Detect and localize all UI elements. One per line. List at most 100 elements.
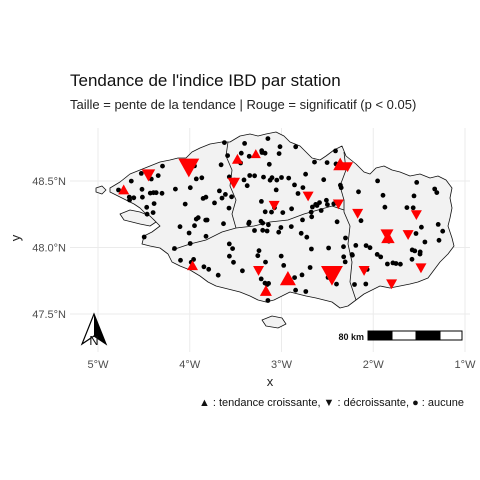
station-dot [334,219,340,225]
station-dot [241,177,247,183]
station-dot [215,272,221,278]
map-title: Tendance de l'indice IBD par station [70,71,341,90]
station-dot [203,194,209,200]
station-triangle-down [342,162,354,173]
axis-ticks: 5°W 4°W 3°W 2°W 1°W 48.5°N 48.0°N 47.5°N [32,176,476,371]
station-triangle-down [227,177,241,189]
y-tick-label: 48.0°N [32,243,66,255]
station-dot [246,153,252,159]
region-polygons [95,131,455,329]
station-dot [295,191,301,196]
scale-segment-1 [367,330,393,341]
station-dot [321,177,327,183]
station-dot [150,210,156,216]
station-dot [300,185,306,191]
station-dot [385,261,390,267]
station-dot [231,259,236,265]
station-dot [266,222,271,228]
station-dot [343,235,348,241]
station-dot [242,141,248,146]
station-dot [206,266,212,272]
region-ouessant [95,185,107,195]
station-dot [289,206,294,212]
station-dot [212,200,217,206]
station-dot [260,227,266,233]
station-dot [363,243,369,249]
station-dot [267,177,273,183]
station-dot [414,180,420,185]
station-triangle-down [386,279,398,290]
station-dot [309,214,315,220]
station-dot [363,281,369,287]
region-belle-ile [261,315,287,329]
station-dot [259,199,264,204]
station-triangle-down [402,230,414,240]
station-dot [262,209,268,215]
station-dot [307,265,313,270]
station-dot [334,281,339,287]
station-dot [252,228,257,233]
station-dot [432,186,438,192]
station-dot [375,178,380,184]
station-dot [247,173,253,178]
station-dot [278,253,284,259]
station-dot [141,234,147,240]
station-dot [144,211,150,217]
station-dot [193,216,199,222]
station-dot [324,160,330,166]
station-dot [217,188,222,194]
station-dot [299,272,305,278]
station-dot [238,150,244,156]
station-dot [258,218,264,224]
station-dot [222,140,227,146]
station-dot [186,230,192,236]
scale-segment-3 [415,330,441,341]
station-dot [230,246,236,252]
station-dot [278,225,284,230]
scale-segment-4 [439,330,463,341]
scale-bar-label: 80 km [338,332,364,342]
station-triangle-down [352,208,364,219]
station-dot [367,245,373,251]
y-axis-title: y [8,234,23,241]
station-dot [325,202,330,208]
station-dot [203,233,209,239]
station-dot [341,254,347,260]
station-dot [192,223,197,229]
station-triangle-up [381,231,395,244]
station-dot [304,234,310,240]
station-dot [279,175,284,180]
station-dot [326,245,331,251]
station-dot [265,136,271,142]
station-dot [378,254,384,260]
boundary-cotes-ille [339,151,357,301]
station-dot [128,178,134,184]
station-dot [393,261,399,266]
station-dot [293,287,298,293]
station-dot [440,228,446,234]
station-dot [116,187,121,193]
station-dot [312,159,317,165]
station-dot [382,204,388,210]
station-dot [358,218,364,224]
station-dot [227,253,232,259]
station-dot [298,230,304,236]
station-dot [292,182,297,188]
station-dot [409,256,415,262]
station-dot [155,173,161,179]
station-dot [246,219,252,225]
station-triangle-down [268,200,280,211]
station-dot [264,228,270,234]
station-dot [240,268,245,274]
station-dot [398,261,403,267]
station-dot [276,229,282,235]
station-dot [292,275,297,280]
station-dot [404,205,410,211]
station-dot [255,253,261,259]
station-dot [140,194,145,200]
station-dot [333,148,338,154]
station-dot [182,201,188,207]
north-arrow-shade [94,314,106,344]
station-dot [286,175,292,181]
